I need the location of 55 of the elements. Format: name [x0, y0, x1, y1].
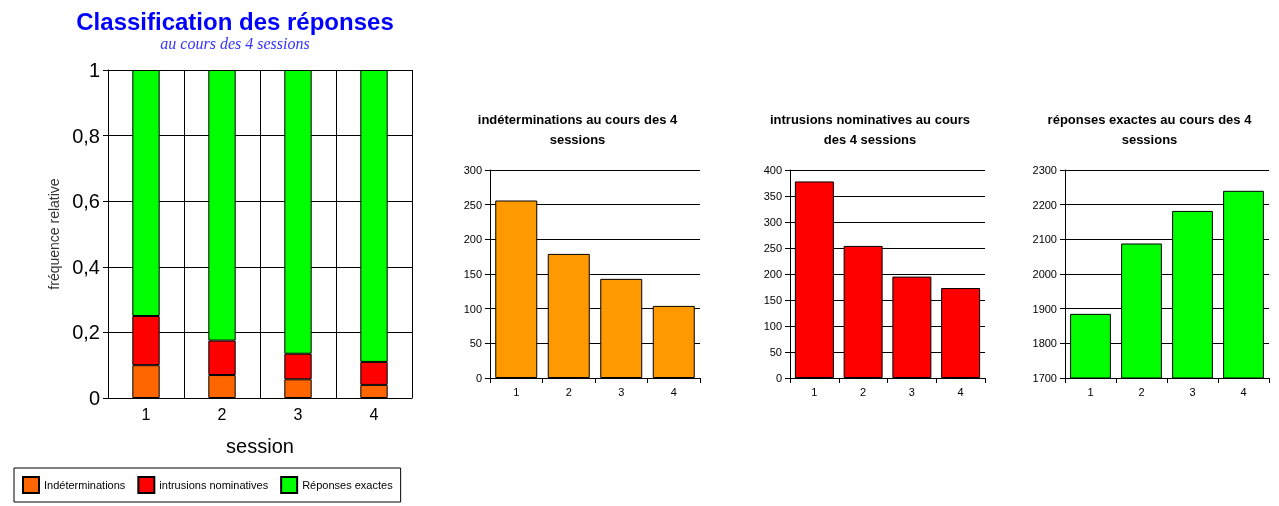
y-tick-label: 0	[775, 372, 782, 384]
chart-title: indéterminations au cours des 4 sessions	[477, 111, 678, 147]
y-tick-label: 2300	[1032, 164, 1057, 176]
x-tick-label: 3	[618, 385, 625, 398]
x-tick-label: 4	[369, 405, 379, 423]
legend-label: Indéterminations	[44, 479, 126, 491]
x-tick-label: 2	[565, 385, 572, 398]
y-tick-label: 100	[463, 302, 482, 315]
y-tick-label: 0,2	[72, 321, 100, 344]
chart-title: intrusions nominatives au cours des 4 sessions	[769, 111, 971, 147]
legend-label: Réponses exactes	[302, 479, 394, 491]
y-tick-label: 1800	[1032, 337, 1057, 350]
legend-label: intrusions nominatives	[159, 479, 269, 491]
y-tick-label: 200	[463, 233, 482, 246]
y-tick-label: 150	[763, 294, 782, 306]
x-tick-label: 1	[513, 385, 520, 398]
y-tick-label: 1	[88, 59, 100, 81]
y-axis-title: fréquence relative	[46, 178, 63, 290]
x-tick-label: 2	[217, 405, 227, 423]
y-tick-label: 1700	[1032, 372, 1057, 384]
x-tick-label: 1	[141, 405, 151, 423]
y-tick-label: 0	[475, 372, 482, 384]
y-tick-label: 50	[469, 337, 482, 350]
y-tick-label: 2100	[1032, 233, 1057, 246]
y-tick-label: 300	[763, 216, 782, 228]
y-tick-label: 0,6	[72, 190, 100, 213]
y-tick-label: 50	[769, 346, 782, 358]
x-tick-label: 4	[1240, 385, 1247, 398]
y-tick-label: 250	[763, 242, 782, 254]
y-tick-label: 350	[763, 190, 782, 202]
x-axis-title: session	[226, 435, 294, 457]
x-tick-label: 2	[1138, 385, 1145, 398]
y-tick-label: 0,4	[72, 255, 100, 278]
y-tick-label: 400	[763, 164, 782, 176]
y-tick-label: 200	[763, 268, 782, 280]
y-tick-label: 300	[463, 164, 482, 176]
x-tick-label: 1	[1087, 385, 1094, 398]
y-tick-label: 0,8	[72, 124, 100, 147]
y-tick-label: 100	[763, 320, 782, 332]
x-tick-label: 3	[293, 405, 303, 423]
x-tick-label: 3	[1189, 385, 1196, 398]
y-tick-label: 0	[88, 387, 100, 409]
y-tick-label: 2200	[1032, 198, 1057, 211]
chart-subtitle: au cours des 4 sessions	[160, 34, 310, 52]
y-tick-label: 250	[463, 198, 482, 211]
y-tick-label: 150	[463, 268, 482, 280]
x-tick-label: 2	[860, 385, 867, 398]
y-tick-label: 2000	[1032, 268, 1057, 280]
x-tick-label: 1	[811, 385, 818, 398]
x-tick-label: 4	[957, 385, 964, 398]
x-tick-label: 3	[908, 385, 915, 398]
chart-title: Classification des réponses	[76, 7, 394, 35]
chart-title: réponses exactes au cours des 4 sessions	[1047, 111, 1253, 147]
y-tick-label: 1900	[1032, 302, 1057, 315]
x-tick-label: 4	[670, 385, 677, 398]
